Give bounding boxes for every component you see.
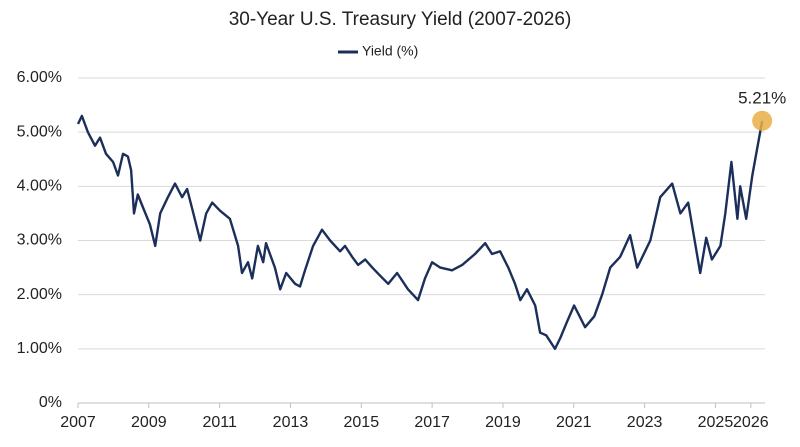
- x-tick-label: 2023: [627, 414, 663, 431]
- x-tick-label: 2026: [733, 414, 769, 431]
- x-tick-label: 2011: [202, 414, 237, 431]
- y-tick-label: 0%: [39, 394, 62, 411]
- x-tick-label: 2013: [273, 414, 309, 431]
- x-tick-label: 2021: [556, 414, 592, 431]
- x-tick-label: 2017: [414, 414, 450, 431]
- y-tick-label: 2.00%: [17, 286, 62, 303]
- y-tick-label: 4.00%: [17, 178, 62, 195]
- y-tick-label: 1.00%: [17, 340, 62, 357]
- x-tick-label: 2015: [344, 414, 380, 431]
- x-tick-label: 2009: [131, 414, 167, 431]
- x-tick-label: 2025: [698, 414, 734, 431]
- x-tick-label: 2007: [60, 414, 96, 431]
- y-tick-label: 3.00%: [17, 232, 62, 249]
- line-series: [76, 114, 764, 350]
- value-label: 5.21%: [738, 88, 786, 107]
- y-tick-label: 5.00%: [17, 123, 62, 140]
- x-tick-label: 2019: [485, 414, 521, 431]
- highlight-point: [752, 110, 773, 131]
- y-tick-label: 6.00%: [17, 69, 62, 86]
- chart-title: 30-Year U.S. Treasury Yield (2007-2026): [229, 9, 572, 30]
- legend-label: Yield (%): [362, 43, 418, 59]
